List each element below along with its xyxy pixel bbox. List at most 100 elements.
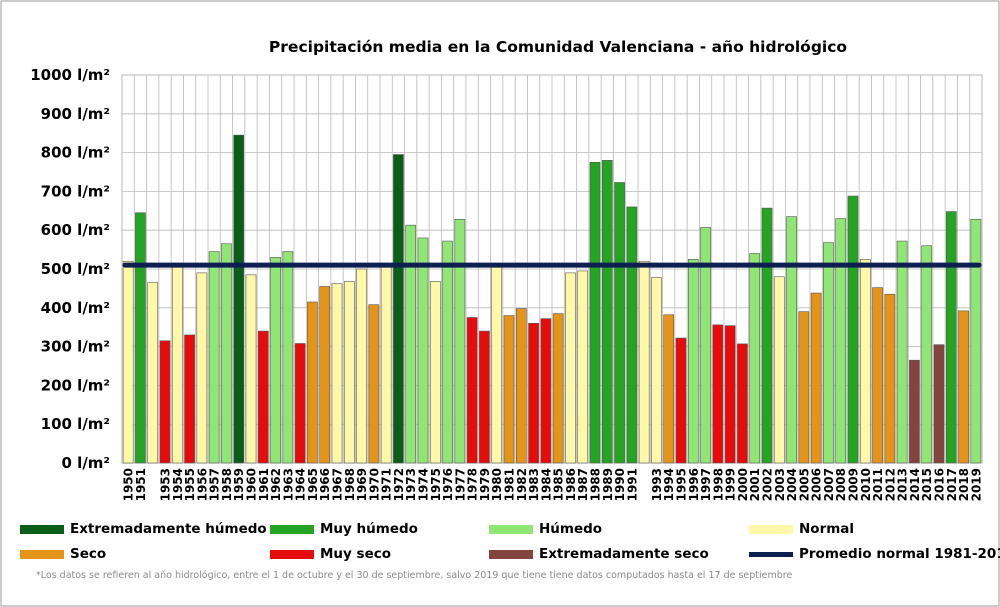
x-tick-label-2005: 2005 [797,468,811,501]
x-tick-label-1974: 1974 [417,468,431,501]
bar-2018 [958,310,969,464]
x-tick-label-1954: 1954 [171,468,185,501]
bar-2004 [786,216,797,464]
x-tick-label-2013: 2013 [896,468,910,501]
bar-1983 [528,323,539,464]
x-tick-label-2017: 2017 [945,468,959,501]
x-tick-label-1960: 1960 [245,468,259,501]
y-tick-label: 500 l/m² [41,260,110,278]
legend-swatch-extremadamente-humedo [20,524,64,534]
bar-1960 [245,274,257,464]
x-tick-label-2019: 2019 [969,468,983,501]
bar-1994 [663,314,675,464]
x-tick-label-1951: 1951 [134,468,148,501]
x-tick-label-1998: 1998 [711,468,725,501]
x-tick-label-2012: 2012 [883,468,897,501]
x-tick-label-1963: 1963 [281,468,295,501]
bar-2019 [970,219,982,464]
legend-label-extremadamente-humedo: Extremadamente húmedo [70,521,267,537]
legend-swatch-extremadamente-seco [489,549,533,559]
bar-1967 [331,283,343,464]
bar-2015 [921,245,933,464]
x-tick-label-1976: 1976 [441,468,455,501]
x-tick-label-2009: 2009 [847,468,861,501]
x-tick-label-1984: 1984 [539,468,553,501]
legend-label-muy-humedo: Muy húmedo [320,521,418,537]
bar-1976 [442,240,453,464]
bar-1968 [343,281,355,464]
x-tick-label-1953: 1953 [159,468,173,501]
x-tick-label-2008: 2008 [834,468,848,501]
bar-1992 [638,260,650,464]
x-tick-label-1995: 1995 [675,468,689,501]
y-tick-label: 300 l/m² [41,338,110,356]
x-tick-label-1988: 1988 [589,468,603,501]
bar-1969 [356,268,367,464]
bar-1997 [700,227,711,464]
x-tick-label-1975: 1975 [429,468,443,501]
x-tick-label-1973: 1973 [404,468,418,501]
bar-2013 [896,240,908,464]
x-tick-label-2004: 2004 [785,468,799,501]
bar-2011 [872,287,883,464]
bar-1970 [368,304,380,464]
legend-seco: Seco [20,544,106,564]
bar-2007 [823,242,834,464]
bar-2006 [810,292,822,464]
y-tick-label: 100 l/m² [41,415,110,433]
x-tick-label-2006: 2006 [810,468,824,501]
bar-1962 [270,257,281,464]
x-tick-label-1958: 1958 [220,468,234,501]
x-tick-label-2014: 2014 [908,468,922,501]
bar-1980 [491,266,503,464]
legend-swatch-muy-humedo [270,524,314,534]
bar-1971 [380,262,392,464]
bar-1951 [135,212,146,464]
x-tick-label-1999: 1999 [724,468,738,501]
bar-1987 [577,270,589,464]
x-tick-label-1978: 1978 [466,468,480,501]
bar-2017 [945,211,957,464]
footnote: *Los datos se refieren al año hidrológic… [36,570,793,581]
x-tick-label-1965: 1965 [306,468,320,501]
legend-extremadamente-humedo: Extremadamente húmedo [20,519,267,539]
bar-1963 [282,251,294,464]
bar-2008 [835,218,847,464]
bar-1973 [405,224,417,464]
y-axis: 0 l/m² 100 l/m² 200 l/m² 300 l/m² 400 l/m² 50… [30,66,110,472]
x-tick-label-2002: 2002 [761,468,775,501]
bar-1954 [171,266,183,464]
x-tick-label-1987: 1987 [576,468,590,501]
bar-1957 [208,251,220,464]
x-tick-label-1967: 1967 [331,468,345,501]
bar-1986 [565,272,576,464]
bar-2003 [773,276,785,464]
bar-2016 [933,344,945,464]
y-tick-label: 200 l/m² [41,376,110,394]
bar-1955 [184,334,195,464]
bar-1990 [614,182,625,464]
bar-1964 [294,343,306,464]
bar-1989 [601,160,613,464]
y-tick-label: 700 l/m² [41,182,110,200]
legend-swatch-average [749,551,793,557]
bar-1979 [479,330,490,464]
x-tick-label-2018: 2018 [957,468,971,501]
bar-1966 [319,286,331,464]
x-tick-label-1962: 1962 [269,468,283,501]
legend-swatch-muy-seco [270,549,314,559]
legend-label-humedo: Húmedo [539,521,603,537]
y-tick-label: 1000 l/m² [30,66,110,84]
x-tick-label-1982: 1982 [515,468,529,501]
x-tick-label-1990: 1990 [613,468,627,501]
bar-1953 [159,340,171,464]
bar-1959 [233,134,245,464]
bar-1956 [196,272,208,464]
x-tick-label-1970: 1970 [367,468,381,501]
bar-1961 [257,330,269,464]
bar-1991 [626,206,638,464]
x-tick-label-2015: 2015 [920,468,934,501]
legend-muy-seco: Muy seco [270,544,391,564]
x-tick-label-1968: 1968 [343,468,357,501]
